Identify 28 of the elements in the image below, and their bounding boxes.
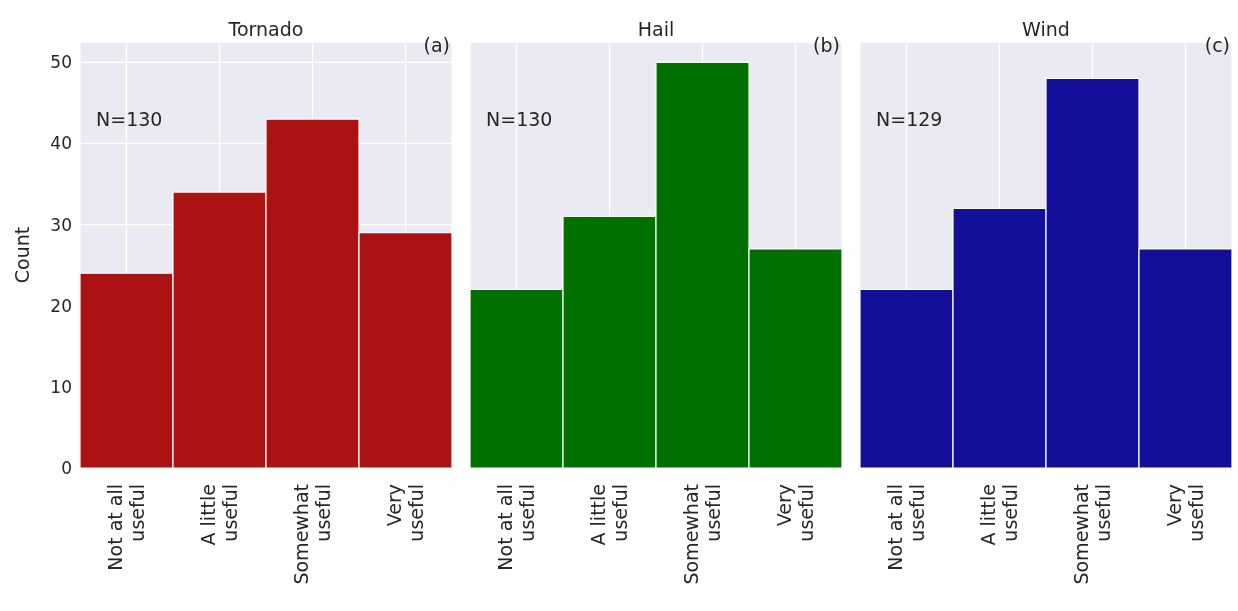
chart-title: Wind — [1022, 18, 1070, 40]
x-tick-label: Very useful — [1162, 484, 1207, 542]
y-tick-label: 10 — [50, 376, 72, 397]
x-tick-label: Not at all useful — [883, 484, 928, 571]
x-tick-label: A little useful — [586, 484, 631, 546]
x-tick-label: Very useful — [772, 484, 817, 542]
x-tick-label: A little useful — [196, 484, 241, 546]
annotation: (a) — [423, 34, 450, 56]
annotation: N=130 — [96, 108, 163, 130]
x-tick-label: Very useful — [382, 484, 427, 542]
x-tick-label: Not at all useful — [103, 484, 148, 571]
y-tick-label: 0 — [61, 458, 72, 479]
y-tick-label: 30 — [50, 214, 72, 235]
annotation: (b) — [813, 34, 840, 56]
x-tick-label: Somewhat useful — [289, 484, 334, 585]
x-tick-label: Not at all useful — [493, 484, 538, 571]
x-tick-label: Somewhat useful — [679, 484, 724, 585]
y-axis-title: Count — [10, 226, 33, 284]
chart-title: Tornado — [228, 18, 304, 40]
y-tick-label: 50 — [50, 52, 72, 73]
y-tick-label: 40 — [50, 133, 72, 154]
annotation: N=130 — [486, 108, 553, 130]
x-tick-label: A little useful — [976, 484, 1021, 546]
x-tick-label: Somewhat useful — [1069, 484, 1114, 585]
chart-title: Hail — [637, 18, 675, 40]
annotation: N=129 — [876, 108, 943, 130]
y-tick-label: 20 — [50, 295, 72, 316]
annotation: (c) — [1204, 34, 1230, 56]
